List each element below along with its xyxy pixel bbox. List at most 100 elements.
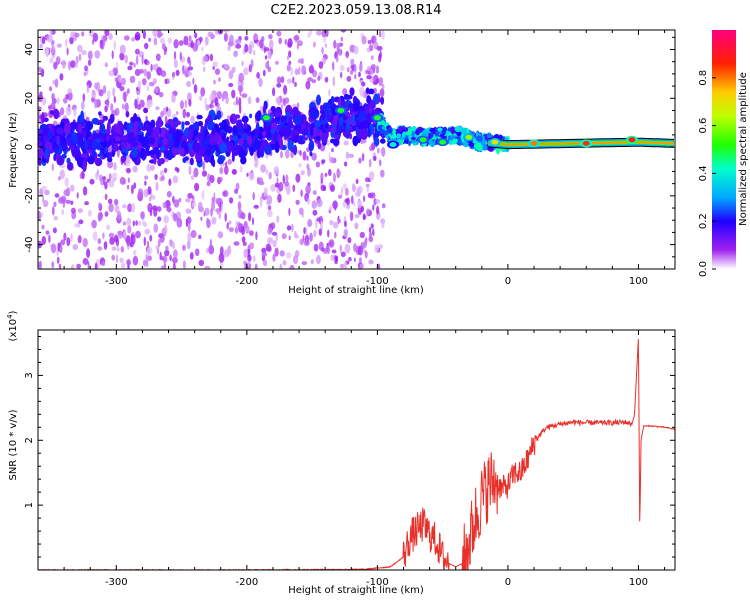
noise-speck xyxy=(176,111,179,115)
noise-speck xyxy=(358,71,361,78)
band-blob xyxy=(43,133,48,144)
spectrogram-frame xyxy=(37,29,676,270)
noise-speck xyxy=(359,257,362,264)
noise-speck xyxy=(370,192,376,199)
noise-speck xyxy=(364,177,370,183)
snr-line xyxy=(38,339,675,570)
noise-speck xyxy=(61,59,66,69)
noise-speck xyxy=(145,115,148,122)
noise-speck xyxy=(207,31,214,37)
noise-speck xyxy=(241,60,244,67)
band-blob xyxy=(38,155,42,166)
band-blob xyxy=(81,129,87,138)
noise-speck xyxy=(209,53,214,62)
noise-speck xyxy=(94,50,101,59)
noise-speck xyxy=(268,34,273,40)
noise-speck xyxy=(211,200,216,211)
noise-speck xyxy=(126,184,130,190)
noise-speck xyxy=(146,103,149,108)
noise-speck xyxy=(255,97,260,103)
noise-speck xyxy=(283,84,288,95)
noise-speck xyxy=(101,260,106,267)
noise-speck xyxy=(119,44,126,54)
noise-speck xyxy=(73,107,77,117)
noise-speck xyxy=(114,77,119,82)
band-blob xyxy=(229,134,233,141)
noise-speck xyxy=(166,190,172,198)
noise-speck xyxy=(54,193,60,198)
noise-speck xyxy=(155,53,161,62)
noise-speck xyxy=(213,79,216,85)
noise-speck xyxy=(122,221,127,226)
noise-speck xyxy=(269,39,274,50)
spectrogram-x-label: Height of straight line (km) xyxy=(288,285,424,296)
noise-speck xyxy=(44,189,50,196)
noise-speck xyxy=(145,253,148,263)
ridge-blob xyxy=(454,126,462,133)
colorbar: 0.0 0.2 0.4 0.6 0.8 Normalized spectral ampl… xyxy=(698,30,749,277)
noise-speck xyxy=(108,32,113,41)
noise-speck xyxy=(200,87,206,97)
band-blob xyxy=(274,130,278,142)
band-blob xyxy=(85,120,94,131)
noise-speck xyxy=(53,201,57,208)
band-blob xyxy=(131,146,138,159)
noise-speck xyxy=(70,264,75,269)
ridge-blob xyxy=(496,146,500,155)
band-blob xyxy=(80,153,88,158)
noise-speck xyxy=(361,35,367,45)
noise-speck xyxy=(138,220,141,226)
band-blob xyxy=(241,115,249,123)
noise-speck xyxy=(141,54,144,65)
noise-speck xyxy=(81,101,85,110)
noise-speck xyxy=(295,199,300,205)
noise-speck xyxy=(111,172,118,182)
noise-speck xyxy=(103,175,106,186)
noise-speck xyxy=(166,106,169,112)
noise-speck xyxy=(156,206,162,212)
band-blob xyxy=(309,151,313,157)
noise-speck xyxy=(223,249,230,258)
noise-speck xyxy=(222,190,227,197)
noise-speck xyxy=(278,181,284,192)
band-blob xyxy=(38,138,42,145)
noise-speck xyxy=(342,88,348,96)
noise-speck xyxy=(231,89,236,99)
ridge-blob xyxy=(381,126,386,130)
noise-speck xyxy=(328,205,333,211)
noise-speck xyxy=(78,53,82,62)
noise-speck xyxy=(260,164,267,173)
ridge-blob xyxy=(475,135,483,142)
noise-speck xyxy=(318,228,322,236)
band-blob xyxy=(94,157,103,167)
noise-speck xyxy=(338,170,341,177)
noise-speck xyxy=(281,233,287,240)
noise-speck xyxy=(98,202,101,210)
noise-speck xyxy=(301,261,308,266)
noise-speck xyxy=(228,220,232,225)
band-blob xyxy=(255,123,260,130)
noise-speck xyxy=(114,198,119,206)
x-tick-label: -100 xyxy=(366,276,389,287)
noise-speck xyxy=(231,169,237,175)
noise-speck xyxy=(159,37,165,44)
band-blob xyxy=(279,137,284,150)
noise-speck xyxy=(352,185,356,192)
band-blob xyxy=(38,148,44,158)
noise-speck xyxy=(173,199,180,208)
noise-speck xyxy=(185,197,191,203)
noise-speck xyxy=(132,234,136,245)
noise-speck xyxy=(143,58,148,65)
noise-speck xyxy=(253,255,256,263)
noise-speck xyxy=(376,45,383,51)
band-blob xyxy=(228,126,233,134)
noise-speck xyxy=(324,172,328,177)
band-blob xyxy=(162,137,168,146)
noise-speck xyxy=(106,98,110,108)
band-blob xyxy=(316,135,321,142)
noise-speck xyxy=(58,263,62,269)
noise-speck xyxy=(381,203,386,209)
band-blob xyxy=(189,128,194,139)
noise-speck xyxy=(265,243,272,252)
noise-speck xyxy=(248,212,252,222)
